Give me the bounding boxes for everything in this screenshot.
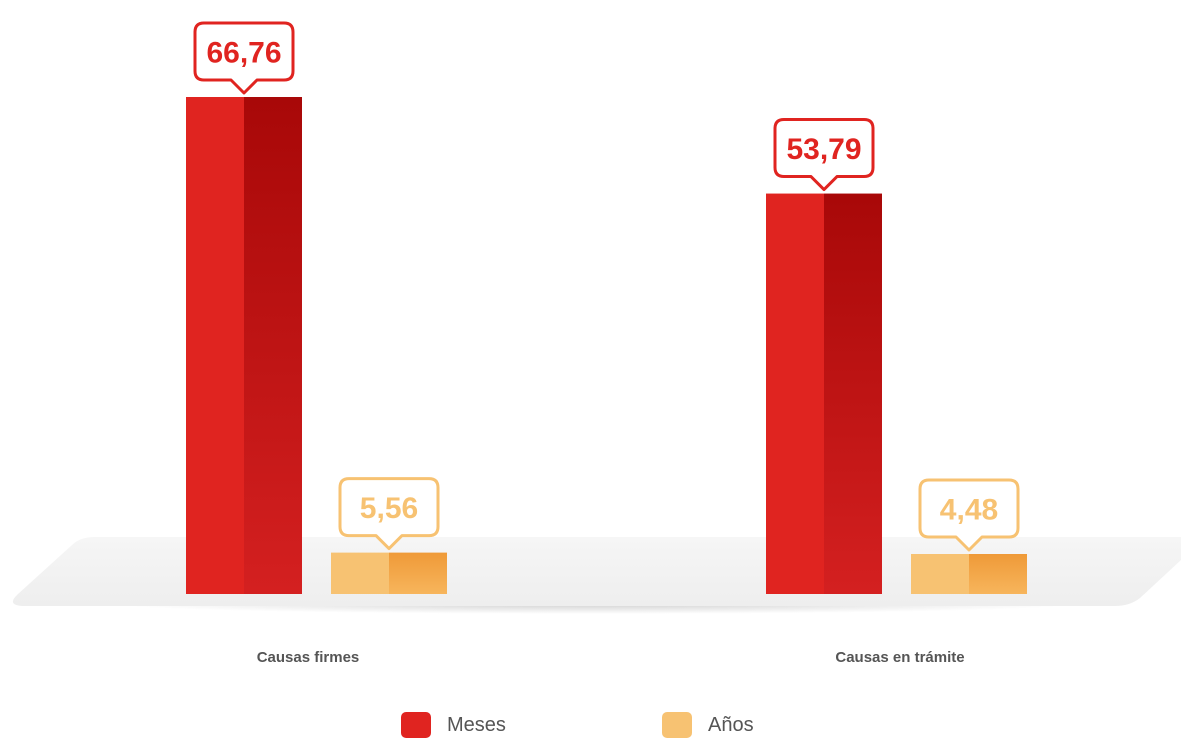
value-label-meses-causas-en-tramite: 53,79 xyxy=(773,118,875,192)
category-label-causas-firmes: Causas firmes xyxy=(257,649,360,666)
bar-anos-causas-en-tramite xyxy=(911,554,1027,594)
svg-text:4,48: 4,48 xyxy=(940,494,998,527)
svg-text:5,56: 5,56 xyxy=(360,492,418,525)
legend-swatch-meses xyxy=(401,712,431,738)
value-label-anos-causas-en-tramite: 4,48 xyxy=(918,478,1020,552)
legend-item-anos: Años xyxy=(662,712,754,738)
svg-text:53,79: 53,79 xyxy=(786,133,861,166)
legend-label-anos: Años xyxy=(708,713,754,736)
bars-layer xyxy=(186,97,1027,595)
legend-item-meses: Meses xyxy=(401,712,506,738)
bar-meses-causas-en-tramite xyxy=(766,193,882,595)
legend-swatch-anos xyxy=(662,712,692,738)
value-labels-layer: 66,76 53,79 5,56 4,48 xyxy=(193,21,1020,552)
floor-platform xyxy=(12,537,1181,614)
bar-meses-causas-firmes xyxy=(186,97,302,594)
category-label-causas-en-tramite: Causas en trámite xyxy=(835,649,964,666)
value-label-meses-causas-firmes: 66,76 xyxy=(193,21,295,95)
value-label-anos-causas-firmes: 5,56 xyxy=(338,477,440,551)
bar-anos-causas-firmes xyxy=(331,552,447,594)
legend: Meses Años xyxy=(0,712,1181,746)
svg-text:66,76: 66,76 xyxy=(206,37,281,70)
legend-label-meses: Meses xyxy=(447,713,506,736)
